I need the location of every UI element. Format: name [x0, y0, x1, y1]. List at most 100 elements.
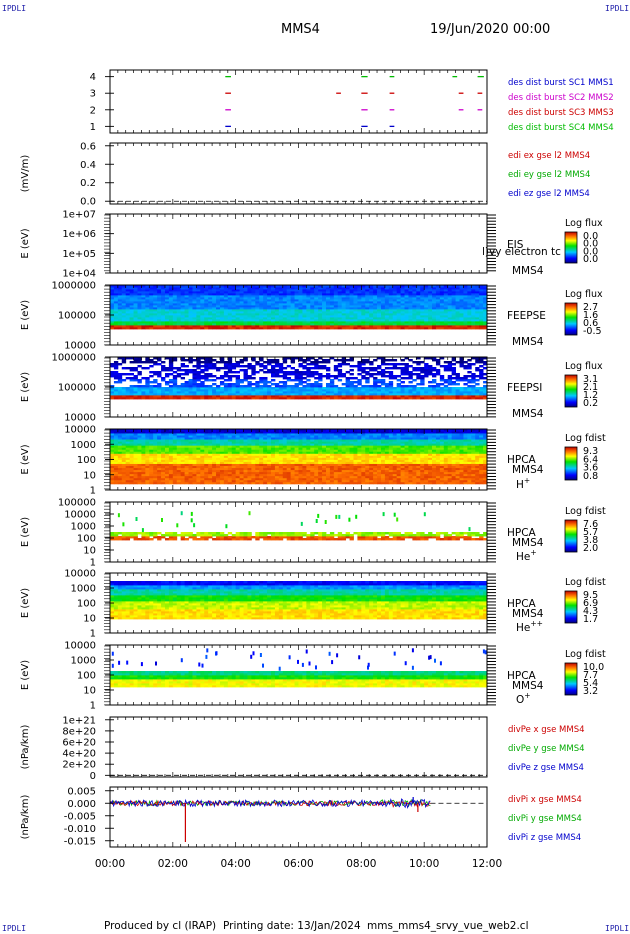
spectrogram-pixel	[188, 481, 193, 485]
spectrogram-pixel	[223, 461, 229, 464]
spectrogram-pixel	[416, 369, 421, 372]
spectrogram-pixel	[188, 305, 193, 308]
spectrogram-pixel	[161, 325, 166, 328]
spectrogram-pixel	[451, 397, 456, 400]
spectrogram-pixel	[243, 309, 248, 312]
spectrogram-pixel	[208, 449, 213, 452]
spectrogram-pixel	[184, 473, 189, 477]
spectrogram-pixel	[137, 379, 142, 382]
spectrogram-pixel	[168, 469, 174, 473]
spectrogram-pixel	[149, 301, 154, 304]
spectrogram-pixel	[243, 321, 248, 324]
spectrogram-pixel	[137, 431, 142, 434]
spectrogram-pixel	[294, 375, 299, 378]
spectrogram-pixel	[208, 313, 213, 316]
spectrogram-pixel	[373, 307, 378, 310]
spectrogram-pixel	[180, 327, 186, 330]
spectrogram-pixel	[361, 395, 366, 398]
spectrogram-pixel	[113, 319, 119, 322]
spectrogram-pixel	[325, 369, 331, 372]
spectrogram-pixel	[337, 287, 343, 290]
spectrogram-pixel	[263, 297, 268, 300]
spectrogram-pixel	[219, 305, 225, 308]
spectrogram-pixel	[322, 387, 327, 390]
spectrogram-pixel	[208, 325, 213, 328]
spectrogram-pixel	[388, 375, 394, 378]
spectrogram-pixel	[168, 289, 174, 292]
spectrogram-pixel	[459, 319, 464, 322]
spectrogram-pixel	[247, 315, 252, 318]
spectrogram-pixel	[149, 457, 154, 460]
spectrogram-pixel	[267, 385, 272, 388]
spectrogram-pixel	[416, 309, 421, 312]
spectrogram-pixel	[416, 287, 421, 290]
spectrogram-pixel	[463, 289, 468, 292]
spectrogram-pixel	[117, 313, 123, 316]
spectrogram-pixel	[247, 299, 252, 302]
spectrogram-pixel	[149, 375, 154, 378]
spectrogram-pixel	[416, 323, 421, 326]
spectrogram-pixel	[357, 373, 362, 376]
spectrogram-pixel	[396, 285, 402, 288]
spectrogram-pixel	[310, 361, 315, 364]
spectrogram-pixel	[467, 305, 472, 308]
spectrogram-pixel	[463, 321, 468, 324]
spectrogram-pixel	[168, 293, 174, 296]
spectrogram-pixel	[113, 311, 119, 314]
spectrogram-pixel	[117, 319, 123, 322]
spectrogram-pixel	[235, 289, 240, 292]
spectrogram-pixel	[110, 475, 115, 479]
spectrogram-pixel	[392, 317, 398, 320]
spectrogram-pixel	[377, 305, 382, 308]
spectrogram-pixel	[121, 285, 127, 288]
spectrogram-pixel	[110, 293, 115, 296]
spectrogram-pixel	[176, 443, 182, 446]
spectrogram-pixel	[188, 465, 193, 469]
spectrogram-pixel	[278, 291, 284, 294]
spectrogram-pixel	[255, 287, 260, 290]
spectrogram-pixel	[322, 391, 327, 394]
spectrogram-pixel	[325, 367, 331, 370]
spectrogram-pixel	[404, 297, 409, 300]
spectrogram-pixel	[475, 319, 480, 322]
spectrogram-pixel	[412, 285, 417, 288]
spectrogram-pixel	[110, 451, 115, 454]
spectrogram-pixel	[318, 367, 323, 370]
spectrogram-pixel	[396, 305, 402, 308]
spectrogram-pixel	[145, 359, 150, 362]
spectrogram-pixel	[188, 385, 193, 388]
spectrogram-pixel	[161, 465, 166, 469]
spectrogram-pixel	[188, 435, 193, 438]
spectrogram-pixel	[314, 299, 319, 302]
spectrogram-pixel	[361, 297, 366, 300]
spectrogram-pixel	[428, 301, 433, 304]
spectrogram-pixel	[125, 311, 131, 314]
spectrogram-pixel	[172, 477, 178, 481]
spectrogram-pixel	[243, 295, 248, 298]
spectrogram-pixel	[412, 389, 417, 392]
spectrogram-pixel	[216, 305, 221, 308]
spectrogram-pixel	[110, 365, 115, 368]
spectrogram-pixel	[247, 311, 252, 314]
spectrogram-pixel	[149, 397, 154, 400]
spectrogram-pixel	[263, 311, 268, 314]
spectrogram-pixel	[380, 309, 386, 312]
spectrogram-pixel	[467, 297, 472, 300]
spectrogram-pixel	[239, 303, 244, 306]
spectrogram-pixel	[271, 319, 276, 322]
spectrogram-pixel	[396, 327, 402, 330]
spectrogram-pixel	[447, 393, 453, 396]
spectrogram-pixel	[129, 287, 134, 290]
spectrogram-pixel	[329, 395, 335, 398]
spectrogram-pixel	[263, 371, 268, 374]
spectrogram-pixel	[384, 319, 390, 322]
spectrogram-pixel	[164, 445, 170, 448]
spectrogram-pixel	[329, 299, 335, 302]
spectrogram-pixel	[176, 477, 182, 481]
spectrogram-pixel	[365, 359, 370, 362]
spectrogram-pixel	[149, 313, 154, 316]
spectrogram-pixel	[223, 285, 229, 288]
spectrogram-pixel	[129, 473, 134, 477]
spectrogram-pixel	[192, 313, 197, 316]
spectrogram-pixel	[483, 293, 488, 296]
